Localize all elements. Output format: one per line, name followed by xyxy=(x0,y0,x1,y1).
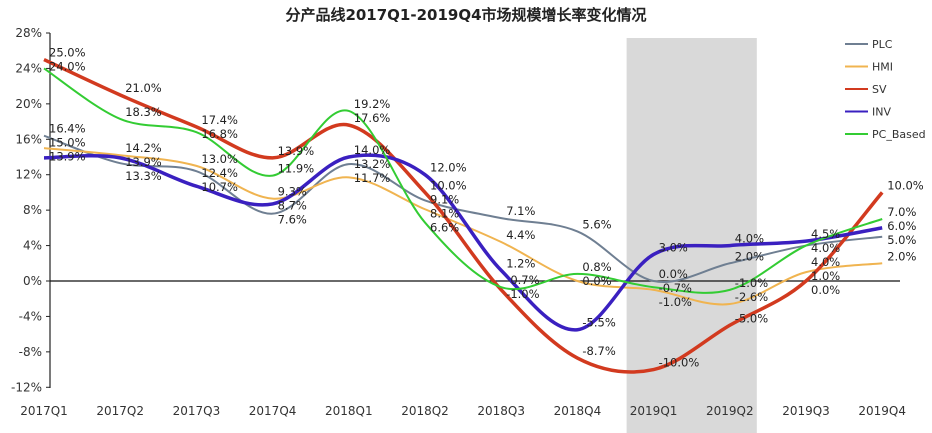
data-label-hmi: 8.1% xyxy=(430,206,459,220)
data-label-hmi: 15.0% xyxy=(49,136,86,150)
data-label-hmi: 9.3% xyxy=(278,185,307,199)
x-tick-label: 2017Q3 xyxy=(173,404,221,418)
series-line-hmi xyxy=(43,147,883,306)
data-label-pc_based: -0.7% xyxy=(506,273,539,287)
data-label-sv: 17.6% xyxy=(354,111,391,125)
data-label-pc_based: 16.8% xyxy=(201,127,238,141)
y-tick-label: 0% xyxy=(23,274,42,288)
y-tick-label: 12% xyxy=(15,168,42,182)
data-label-inv: 6.0% xyxy=(887,219,916,233)
y-tick-label: 8% xyxy=(23,203,42,217)
data-label-inv: 12.0% xyxy=(430,161,467,175)
data-label-plc: 7.6% xyxy=(278,213,307,227)
data-label-plc: 13.3% xyxy=(125,169,162,183)
x-tick-label: 2017Q1 xyxy=(20,404,68,418)
data-label-hmi: -2.6% xyxy=(735,290,768,304)
y-tick-label: -12% xyxy=(11,380,42,394)
x-tick-label: 2019Q3 xyxy=(782,404,830,418)
data-label-plc: 4.0% xyxy=(811,241,840,255)
data-label-plc: 5.6% xyxy=(582,217,611,231)
data-label-plc: 5.0% xyxy=(887,233,916,247)
series-line-sv xyxy=(43,57,884,374)
y-tick-label: 4% xyxy=(23,239,42,253)
data-label-inv: 13.9% xyxy=(49,150,86,164)
data-label-hmi: 11.7% xyxy=(354,171,391,185)
data-label-hmi: 13.0% xyxy=(201,152,238,166)
data-label-hmi: 4.4% xyxy=(506,228,535,242)
data-label-inv: -5.5% xyxy=(582,316,615,330)
data-label-sv: 10.0% xyxy=(887,178,924,192)
data-label-hmi: -1.0% xyxy=(659,295,692,309)
x-tick-label: 2019Q1 xyxy=(630,404,678,418)
x-tick-label: 2019Q4 xyxy=(858,404,906,418)
legend-label: INV xyxy=(872,106,891,119)
data-label-sv: 13.9% xyxy=(278,144,315,158)
data-label-plc: 13.2% xyxy=(354,157,391,171)
data-label-inv: 13.9% xyxy=(125,155,162,169)
y-tick-label: -4% xyxy=(19,309,42,323)
data-label-pc_based: 7.0% xyxy=(887,205,916,219)
data-label-plc: 7.1% xyxy=(506,204,535,218)
data-label-pc_based: 4.0% xyxy=(811,255,840,269)
y-tick-label: 28% xyxy=(15,26,42,40)
data-label-pc_based: 18.3% xyxy=(125,105,162,119)
series-line-pc_based xyxy=(43,67,883,294)
legend-label: SV xyxy=(872,83,887,96)
series-line-plc xyxy=(43,134,883,283)
data-label-hmi: 0.0% xyxy=(582,274,611,288)
data-label-inv: 14.0% xyxy=(354,143,391,157)
legend-label: PLC xyxy=(872,38,893,51)
data-label-hmi: 1.0% xyxy=(811,269,840,283)
y-tick-label: 20% xyxy=(15,97,42,111)
data-label-plc: 16.4% xyxy=(49,122,86,136)
highlight-band xyxy=(626,38,757,433)
data-label-inv: 3.0% xyxy=(659,240,688,254)
y-tick-label: 16% xyxy=(15,132,42,146)
data-label-pc_based: 11.9% xyxy=(278,162,315,176)
data-label-inv: 10.7% xyxy=(201,180,238,194)
chart-title: 分产品线2017Q1-2019Q4市场规模增长率变化情况 xyxy=(285,6,646,24)
data-label-inv: 4.5% xyxy=(811,227,840,241)
data-label-sv: -1.0% xyxy=(506,287,539,301)
data-label-plc: 9.1% xyxy=(430,192,459,206)
data-label-sv: 10.0% xyxy=(430,178,467,192)
data-label-plc: 12.4% xyxy=(201,166,238,180)
data-label-sv: -5.0% xyxy=(735,311,768,325)
x-tick-label: 2017Q4 xyxy=(249,404,297,418)
x-tick-label: 2018Q1 xyxy=(325,404,373,418)
data-label-inv: 8.7% xyxy=(278,199,307,213)
data-label-sv: 21.0% xyxy=(125,81,162,95)
data-label-sv: 0.0% xyxy=(811,283,840,297)
series-line-inv xyxy=(43,153,883,332)
y-tick-label: 24% xyxy=(15,61,42,75)
data-label-sv: -8.7% xyxy=(582,344,615,358)
x-tick-label: 2018Q3 xyxy=(477,404,525,418)
data-label-pc_based: 19.2% xyxy=(354,97,391,111)
data-label-pc_based: 24.0% xyxy=(49,60,86,74)
x-tick-label: 2018Q4 xyxy=(554,404,602,418)
data-label-pc_based: 0.8% xyxy=(582,260,611,274)
data-label-pc_based: -1.0% xyxy=(735,276,768,290)
data-label-inv: 4.0% xyxy=(735,232,764,246)
legend-label: PC_Based xyxy=(872,128,926,141)
data-label-sv: -10.0% xyxy=(659,356,700,370)
data-label-pc_based: -0.7% xyxy=(659,281,692,295)
x-tick-label: 2018Q2 xyxy=(401,404,449,418)
data-label-plc: 2.0% xyxy=(735,249,764,263)
data-label-pc_based: 6.6% xyxy=(430,220,459,234)
x-tick-label: 2017Q2 xyxy=(96,404,144,418)
data-label-inv: 1.2% xyxy=(506,256,535,270)
data-label-plc: 0.0% xyxy=(659,267,688,281)
data-label-hmi: 2.0% xyxy=(887,249,916,263)
data-label-sv: 17.4% xyxy=(201,113,238,127)
y-tick-label: -8% xyxy=(19,345,42,359)
data-label-sv: 25.0% xyxy=(49,46,86,60)
data-label-hmi: 14.2% xyxy=(125,141,162,155)
legend-label: HMI xyxy=(872,61,893,74)
x-tick-label: 2019Q2 xyxy=(706,404,754,418)
